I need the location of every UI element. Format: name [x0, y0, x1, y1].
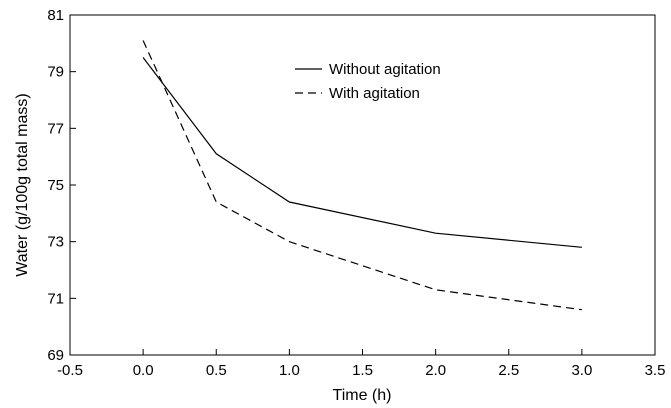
x-tick-label: 3.0 [571, 362, 592, 379]
y-axis: 69 71 73 75 77 79 81 [47, 7, 76, 364]
y-axis-title: Water (g/100g total mass) [14, 93, 31, 276]
x-tick-label: 0.0 [133, 362, 154, 379]
x-tick-label: 1.5 [352, 362, 373, 379]
legend: Without agitation With agitation [295, 61, 441, 102]
x-tick-label: 2.0 [425, 362, 446, 379]
x-axis-title: Time (h) [333, 387, 392, 404]
series-layer [142, 40, 582, 311]
y-tick-label: 73 [47, 234, 64, 251]
y-tick-label: 71 [47, 290, 64, 307]
y-tick-label: 69 [47, 347, 64, 364]
legend-label-with-agitation: With agitation [329, 85, 420, 102]
x-tick-label: 2.5 [498, 362, 519, 379]
y-tick-label: 77 [47, 120, 64, 137]
x-tick-label: -0.5 [57, 362, 83, 379]
series-line-without-agitation [142, 57, 582, 248]
y-tick-label: 79 [47, 64, 64, 81]
y-tick-label: 75 [47, 177, 64, 194]
y-tick-label: 81 [47, 7, 64, 24]
x-axis: -0.5 0.0 0.5 1.0 1.5 2.0 2.5 3.0 3.5 [57, 349, 665, 379]
x-tick-label: 1.0 [279, 362, 300, 379]
x-tick-label: 0.5 [206, 362, 227, 379]
x-tick-label: 3.5 [645, 362, 666, 379]
legend-label-without-agitation: Without agitation [329, 61, 441, 78]
series-line-with-agitation [142, 40, 582, 311]
